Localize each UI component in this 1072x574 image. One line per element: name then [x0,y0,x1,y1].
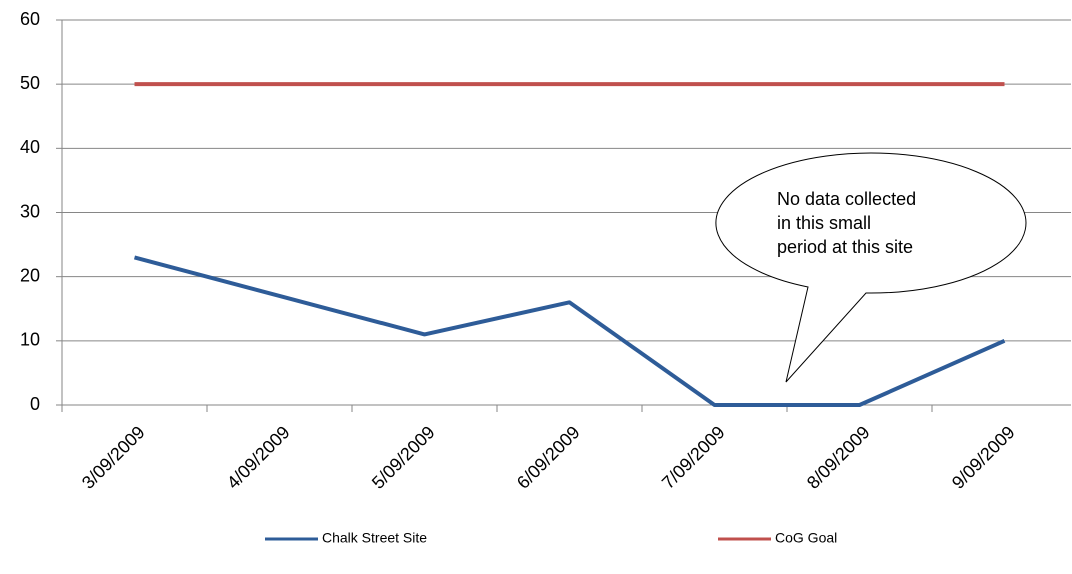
x-tick-label: 9/09/2009 [948,422,1019,493]
x-tick-label: 3/09/2009 [78,422,149,493]
y-tick-label: 20 [20,265,40,285]
x-tick-label: 6/09/2009 [513,422,584,493]
annotation: in this small [777,213,871,233]
x-tick-label: 7/09/2009 [658,422,729,493]
annotation: period at this site [777,237,913,257]
x-tick-label: 4/09/2009 [223,422,294,493]
y-tick-label: 30 [20,201,40,221]
legend-label: Chalk Street Site [322,530,427,546]
y-tick-label: 0 [30,394,40,414]
x-tick-label: 8/09/2009 [803,422,874,493]
annotation: No data collected [777,189,916,209]
legend-label: CoG Goal [775,530,837,546]
y-tick-label: 60 [20,9,40,29]
y-tick-label: 50 [20,73,40,93]
y-tick-label: 40 [20,137,40,157]
series-line [133,255,1006,407]
x-tick-label: 5/09/2009 [368,422,439,493]
callout [715,152,1027,383]
y-tick-label: 10 [20,330,40,350]
